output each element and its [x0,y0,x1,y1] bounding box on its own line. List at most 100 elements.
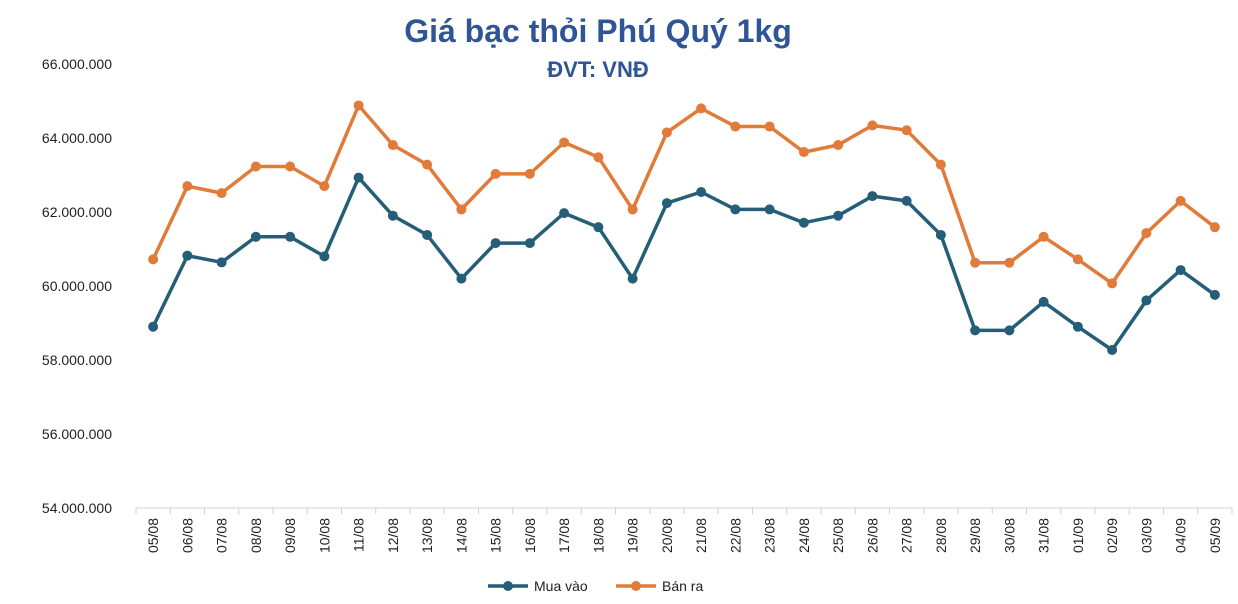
data-point [970,325,981,336]
data-point [216,257,227,268]
series-line [151,175,1217,352]
data-point [1175,265,1186,276]
data-point [661,127,672,138]
data-point [216,188,227,199]
x-tick-label: 30/08 [1001,518,1017,553]
data-point [559,208,570,219]
x-tick-label: 26/08 [864,518,880,553]
x-tick-label: 28/08 [933,518,949,553]
data-point [935,159,946,170]
x-tick-label: 16/08 [522,518,538,553]
data-point [148,254,159,265]
chart-subtitle: ĐVT: VNĐ [547,57,648,82]
x-tick-label: 08/08 [248,518,264,553]
data-point [387,210,398,221]
data-point [730,204,741,215]
series-layer [148,100,1220,356]
x-tick-label: 19/08 [625,518,641,553]
data-point [1107,345,1118,356]
data-point [490,238,501,249]
y-tick-label: 54.000.000 [42,500,112,516]
x-tick-label: 13/08 [419,518,435,553]
y-axis: 54.000.000 56.000.000 58.000.000 60.000.000… [42,56,112,516]
data-point [696,187,707,198]
data-point [1175,195,1186,206]
x-tick-label: 20/08 [659,518,675,553]
x-tick-label: 10/08 [316,518,332,553]
x-tick-label: 25/08 [830,518,846,553]
data-point [353,100,364,111]
data-point [285,161,296,172]
x-tick-label: 18/08 [590,518,606,553]
data-point [833,210,844,221]
data-point [524,168,535,179]
data-point [901,195,912,206]
x-tick-label: 01/09 [1070,518,1086,553]
data-point [730,121,741,132]
data-point [319,251,330,262]
y-tick-label: 62.000.000 [42,204,112,220]
y-tick-label: 58.000.000 [42,352,112,368]
x-tick-label: 21/08 [693,518,709,553]
x-tick-label: 14/08 [453,518,469,553]
data-point [1209,222,1220,233]
data-point [1004,257,1015,268]
data-point [867,120,878,131]
x-tick-label: 29/08 [967,518,983,553]
data-point [627,204,638,215]
legend: Mua vào Bán ra [488,578,703,594]
data-point [1141,228,1152,239]
data-point [148,321,159,332]
legend-label: Bán ra [662,578,703,594]
x-tick-label: 03/09 [1138,518,1154,553]
x-tick-label: 05/08 [145,518,161,553]
x-tick-label: 07/08 [214,518,230,553]
data-point [456,273,467,284]
data-point [867,191,878,202]
data-point [353,172,364,183]
data-point [764,204,775,215]
data-point [250,231,261,242]
legend-marker [503,581,513,591]
x-tick-label: 02/09 [1104,518,1120,553]
x-tick-label: 09/08 [282,518,298,553]
series-line [151,103,1217,286]
data-point [1072,321,1083,332]
data-point [182,250,193,261]
data-point [970,257,981,268]
data-point [798,217,809,228]
x-tick-label: 06/08 [179,518,195,553]
y-tick-label: 64.000.000 [42,130,112,146]
y-tick-label: 60.000.000 [42,278,112,294]
x-tick-label: 27/08 [899,518,915,553]
data-point [285,231,296,242]
legend-item: Bán ra [616,578,703,594]
series-2 [148,100,1220,289]
data-point [661,198,672,209]
data-point [422,229,433,240]
data-point [1209,289,1220,300]
data-point [182,181,193,192]
x-tick-label: 23/08 [762,518,778,553]
legend-item: Mua vào [488,578,588,594]
data-point [833,140,844,151]
legend-marker [631,581,641,591]
data-point [901,125,912,136]
data-point [490,168,501,179]
y-tick-label: 56.000.000 [42,426,112,442]
data-point [696,103,707,114]
legend-label: Mua vào [534,578,588,594]
data-point [935,229,946,240]
series-1 [148,172,1220,356]
data-point [1004,325,1015,336]
data-point [1141,295,1152,306]
data-point [456,204,467,215]
chart-title: Giá bạc thỏi Phú Quý 1kg [404,13,792,49]
y-tick-label: 66.000.000 [42,56,112,72]
x-tick-label: 22/08 [727,518,743,553]
data-point [559,137,570,148]
data-point [1107,278,1118,289]
x-tick-label: 05/09 [1207,518,1223,553]
data-point [798,147,809,158]
